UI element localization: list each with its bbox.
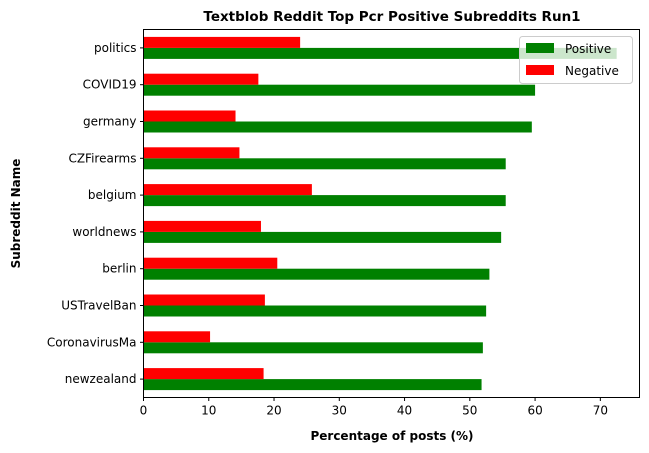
bar-positive-worldnews xyxy=(143,231,502,243)
bar-positive-ustravelban xyxy=(143,305,487,317)
y-tick-label-politics: politics xyxy=(94,41,137,55)
y-axis-title: Subreddit Name xyxy=(9,159,23,269)
bar-negative-germany xyxy=(143,110,236,122)
bars-layer xyxy=(143,36,617,391)
x-tick-label-0: 0 xyxy=(140,404,148,418)
bar-positive-czfirearms xyxy=(143,158,506,170)
y-tick-label-ustravelban: USTravelBan xyxy=(61,299,136,313)
y-tick-label-coronavirusma: CoronavirusMa xyxy=(47,335,137,349)
bar-positive-newzealand xyxy=(143,379,482,391)
legend: Positive Negative xyxy=(519,36,633,84)
y-tick-label-newzealand: newzealand xyxy=(65,372,137,386)
bar-negative-worldnews xyxy=(143,220,261,232)
x-axis: 0 10 20 30 40 50 60 70 xyxy=(140,397,608,418)
bar-positive-politics xyxy=(143,47,617,59)
bar-positive-belgium xyxy=(143,195,506,207)
legend-label-negative: Negative xyxy=(565,64,619,78)
x-tick-label-70: 70 xyxy=(593,404,608,418)
bar-negative-belgium xyxy=(143,184,312,196)
bar-negative-politics xyxy=(143,36,301,48)
chart-title: Textblob Reddit Top Pcr Positive Subredd… xyxy=(203,9,580,25)
bar-positive-germany xyxy=(143,121,532,133)
bar-negative-coronavirusma xyxy=(143,331,211,343)
bar-negative-covid19 xyxy=(143,73,259,85)
bar-negative-berlin xyxy=(143,257,278,269)
bar-negative-newzealand xyxy=(143,368,264,380)
legend-swatch-positive xyxy=(526,43,554,53)
x-tick-label-30: 30 xyxy=(332,404,347,418)
x-tick-label-10: 10 xyxy=(201,404,216,418)
y-axis: politics COVID19 germany CZFirearms belgium w… xyxy=(47,41,144,386)
y-tick-label-worldnews: worldnews xyxy=(72,225,136,239)
y-tick-label-czfirearms: CZFirearms xyxy=(68,151,136,165)
x-tick-label-20: 20 xyxy=(266,404,281,418)
bar-negative-ustravelban xyxy=(143,294,265,306)
y-tick-label-berlin: berlin xyxy=(102,262,136,276)
bar-positive-coronavirusma xyxy=(143,342,483,354)
y-tick-label-germany: germany xyxy=(83,115,136,129)
bar-positive-covid19 xyxy=(143,84,536,96)
x-tick-label-40: 40 xyxy=(397,404,412,418)
y-tick-label-covid19: COVID19 xyxy=(83,78,137,92)
legend-label-positive: Positive xyxy=(565,42,611,56)
x-tick-label-50: 50 xyxy=(462,404,477,418)
y-tick-label-belgium: belgium xyxy=(88,188,137,202)
plot-frame xyxy=(143,29,640,398)
x-tick-label-60: 60 xyxy=(527,404,542,418)
bar-positive-berlin xyxy=(143,268,490,280)
legend-swatch-negative xyxy=(526,65,554,75)
bar-negative-czfirearms xyxy=(143,147,240,159)
x-axis-title: Percentage of posts (%) xyxy=(310,429,473,443)
